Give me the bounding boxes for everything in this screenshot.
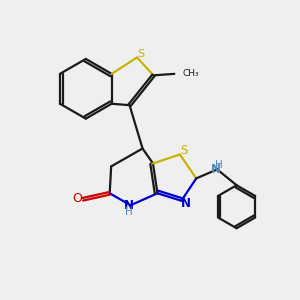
Text: N: N [124,199,134,212]
Text: S: S [138,50,145,59]
Text: CH₃: CH₃ [183,69,200,78]
Text: O: O [73,192,82,205]
Text: N: N [181,197,191,210]
Text: N: N [211,163,221,176]
Text: H: H [214,160,222,170]
Text: H: H [125,207,133,217]
Text: S: S [180,144,188,157]
